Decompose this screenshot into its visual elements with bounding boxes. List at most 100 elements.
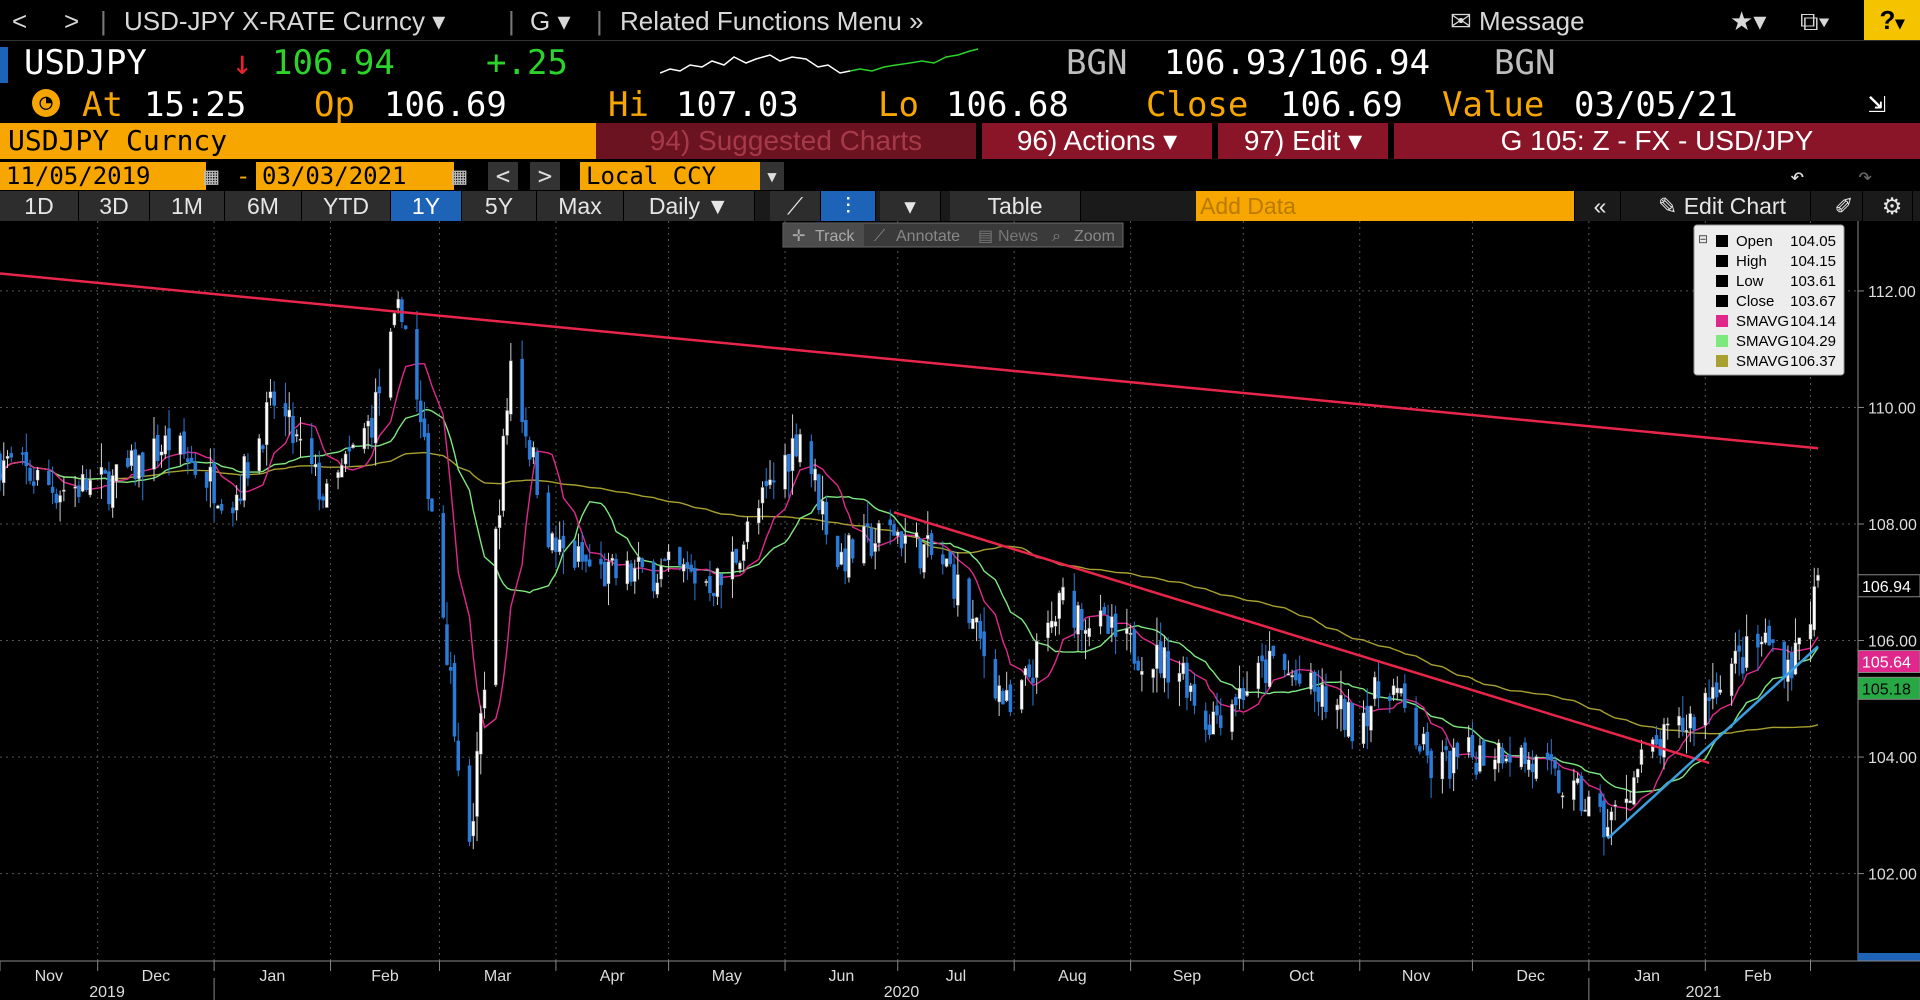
related-functions-menu[interactable]: Related Functions Menu » xyxy=(620,6,924,37)
next-period-button[interactable]: > xyxy=(530,162,560,190)
end-date-field[interactable]: 03/03/2021 xyxy=(256,162,454,190)
price-chart[interactable]: 112.00 110.00 108.00 106.00 104.00 102.00 Nov… xyxy=(0,221,1920,1000)
range-1m-button[interactable]: 1M xyxy=(150,191,225,221)
candle-body xyxy=(88,479,92,496)
candle-body xyxy=(216,505,220,509)
candle-body xyxy=(1733,650,1738,664)
candle-body xyxy=(745,521,750,543)
candle-body xyxy=(1703,692,1708,726)
table-button[interactable]: Table xyxy=(950,191,1081,221)
back-button[interactable]: < xyxy=(12,6,28,36)
candle-body xyxy=(1132,629,1137,664)
candle-body xyxy=(1504,758,1508,762)
candle-body xyxy=(1388,696,1392,701)
legend-value: 103.67 xyxy=(1790,293,1836,310)
candle-body xyxy=(993,659,998,699)
candle-body xyxy=(659,565,663,580)
range-max-button[interactable]: Max xyxy=(537,191,624,221)
candle-body xyxy=(824,501,829,535)
range-5y-button[interactable]: 5Y xyxy=(462,191,537,221)
start-date-field[interactable]: 11/05/2019 xyxy=(0,162,206,190)
edit-chart-label: Edit Chart xyxy=(1683,193,1786,219)
track-button[interactable]: ✛ Track xyxy=(784,224,864,246)
candle-body xyxy=(1399,688,1403,694)
candle-body xyxy=(666,551,671,561)
forward-button[interactable]: > xyxy=(64,6,80,36)
candle-body xyxy=(895,531,900,536)
candle-body xyxy=(347,447,352,452)
chevron-down-icon[interactable]: ▾ xyxy=(880,191,941,221)
candle-body xyxy=(452,662,457,737)
candle-body xyxy=(396,298,400,309)
g-label: G xyxy=(530,6,551,36)
prev-period-button[interactable]: < xyxy=(488,162,518,190)
range-ytd-button[interactable]: YTD xyxy=(302,191,391,221)
range-3d-button[interactable]: 3D xyxy=(79,191,150,221)
candle-body xyxy=(1391,685,1396,696)
speedometer-icon: ◔ xyxy=(32,89,60,117)
legend-swatch xyxy=(1716,235,1728,247)
x-month-label: Feb xyxy=(1744,968,1772,985)
candle-body xyxy=(1741,657,1745,674)
crosshair-icon: ✛ xyxy=(792,228,805,245)
chevron-down-icon: ▼ xyxy=(706,193,730,219)
calendar-icon[interactable]: ▦ xyxy=(204,162,219,190)
x-month-label: Jun xyxy=(828,968,854,985)
candle-body xyxy=(1455,742,1460,757)
candlestick-icon[interactable]: ⫶ xyxy=(821,191,876,221)
message-button[interactable]: ✉ Message xyxy=(1450,6,1585,37)
redo-icon[interactable]: ↷ xyxy=(1858,162,1873,190)
news-label: News xyxy=(998,228,1038,245)
edit-button[interactable]: 97) Edit ▾ xyxy=(1218,123,1388,159)
candle-body xyxy=(182,431,186,455)
gear-icon[interactable]: ⚙ xyxy=(1872,191,1913,221)
candle-body xyxy=(918,538,923,569)
candle-body xyxy=(268,391,273,399)
help-button[interactable]: ?▾ xyxy=(1864,0,1920,40)
candle-body xyxy=(636,556,641,562)
chart-edit-icon[interactable]: ✐ xyxy=(1826,191,1863,221)
candle-body xyxy=(1448,750,1452,779)
g-dropdown[interactable]: G ▾ xyxy=(530,6,571,37)
range-6m-button[interactable]: 6M xyxy=(225,191,302,221)
candle-body xyxy=(430,498,434,512)
candle-body xyxy=(1583,809,1587,812)
candle-body xyxy=(1797,637,1801,645)
zoom-button[interactable]: ⌕ Zoom xyxy=(1052,228,1115,245)
collapse-icon[interactable]: « xyxy=(1580,191,1621,221)
suggested-charts-button[interactable]: 94) Suggested Charts xyxy=(596,123,976,159)
news-button[interactable]: ▤ News xyxy=(978,228,1038,245)
annotate-button[interactable]: ⟋ Annotate xyxy=(874,228,960,245)
candle-body xyxy=(340,465,344,478)
candle-body xyxy=(1361,712,1366,745)
range-1y-button[interactable]: 1Y xyxy=(391,191,462,221)
security-dropdown[interactable]: USD-JPY X-RATE Curncy ▾ xyxy=(124,6,445,37)
edit-chart-button[interactable]: ✎ Edit Chart xyxy=(1634,191,1811,221)
edit-label: 97) Edit xyxy=(1243,125,1341,156)
window-button[interactable]: ⧉▾ xyxy=(1800,6,1830,36)
candle-body xyxy=(1369,705,1373,731)
undo-icon[interactable]: ↶ xyxy=(1790,162,1805,190)
candle-body xyxy=(264,402,269,446)
add-data-input[interactable]: Add Data xyxy=(1196,191,1575,221)
candle-body xyxy=(1602,800,1606,838)
currency-field[interactable]: Local CCY xyxy=(580,162,762,190)
candle-body xyxy=(1286,673,1291,676)
chart-icon[interactable]: ⇲ xyxy=(1868,85,1887,120)
envelope-icon: ✉ xyxy=(1450,6,1472,36)
period-dropdown[interactable]: Daily ▼ xyxy=(624,191,755,221)
actions-button[interactable]: 96) Actions ▾ xyxy=(982,123,1212,159)
candle-body xyxy=(704,581,708,584)
candle-body xyxy=(527,440,532,460)
candle-body xyxy=(798,434,802,463)
candle-body xyxy=(1793,642,1798,675)
chevron-down-icon[interactable]: ▾ xyxy=(760,162,784,190)
candle-body xyxy=(366,420,370,427)
candle-body xyxy=(1545,752,1550,760)
security-field[interactable]: USDJPY Curncy xyxy=(0,123,598,159)
line-chart-icon[interactable]: ⟋ xyxy=(770,191,821,221)
favorites-button[interactable]: ★▾ xyxy=(1730,6,1767,36)
range-1d-button[interactable]: 1D xyxy=(0,191,79,221)
calendar-icon[interactable]: ▦ xyxy=(452,162,467,190)
candle-body xyxy=(1654,735,1659,745)
